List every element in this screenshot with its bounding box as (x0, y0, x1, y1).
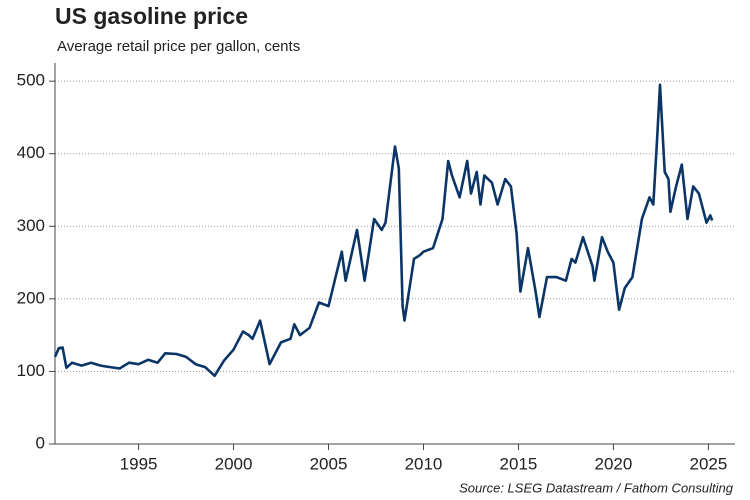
y-tick-label: 100 (17, 361, 45, 380)
x-tick-label: 1995 (120, 454, 158, 473)
y-tick-label: 500 (17, 71, 45, 90)
y-tick-label: 300 (17, 216, 45, 235)
x-tick-label: 2015 (500, 454, 538, 473)
x-tick-label: 2000 (215, 454, 253, 473)
x-tick-label: 2025 (689, 454, 727, 473)
x-tick-label: 2020 (595, 454, 633, 473)
y-tick-label: 0 (36, 433, 45, 452)
chart-title: US gasoline price (55, 3, 248, 29)
chart-subtitle: Average retail price per gallon, cents (57, 38, 300, 55)
y-tick-label: 400 (17, 143, 45, 162)
x-tick-label: 2010 (405, 454, 443, 473)
source-note: Source: LSEG Datastream / Fathom Consult… (459, 480, 734, 495)
x-tick-label: 2005 (310, 454, 348, 473)
y-tick-label: 200 (17, 288, 45, 307)
price-line (53, 83, 714, 378)
